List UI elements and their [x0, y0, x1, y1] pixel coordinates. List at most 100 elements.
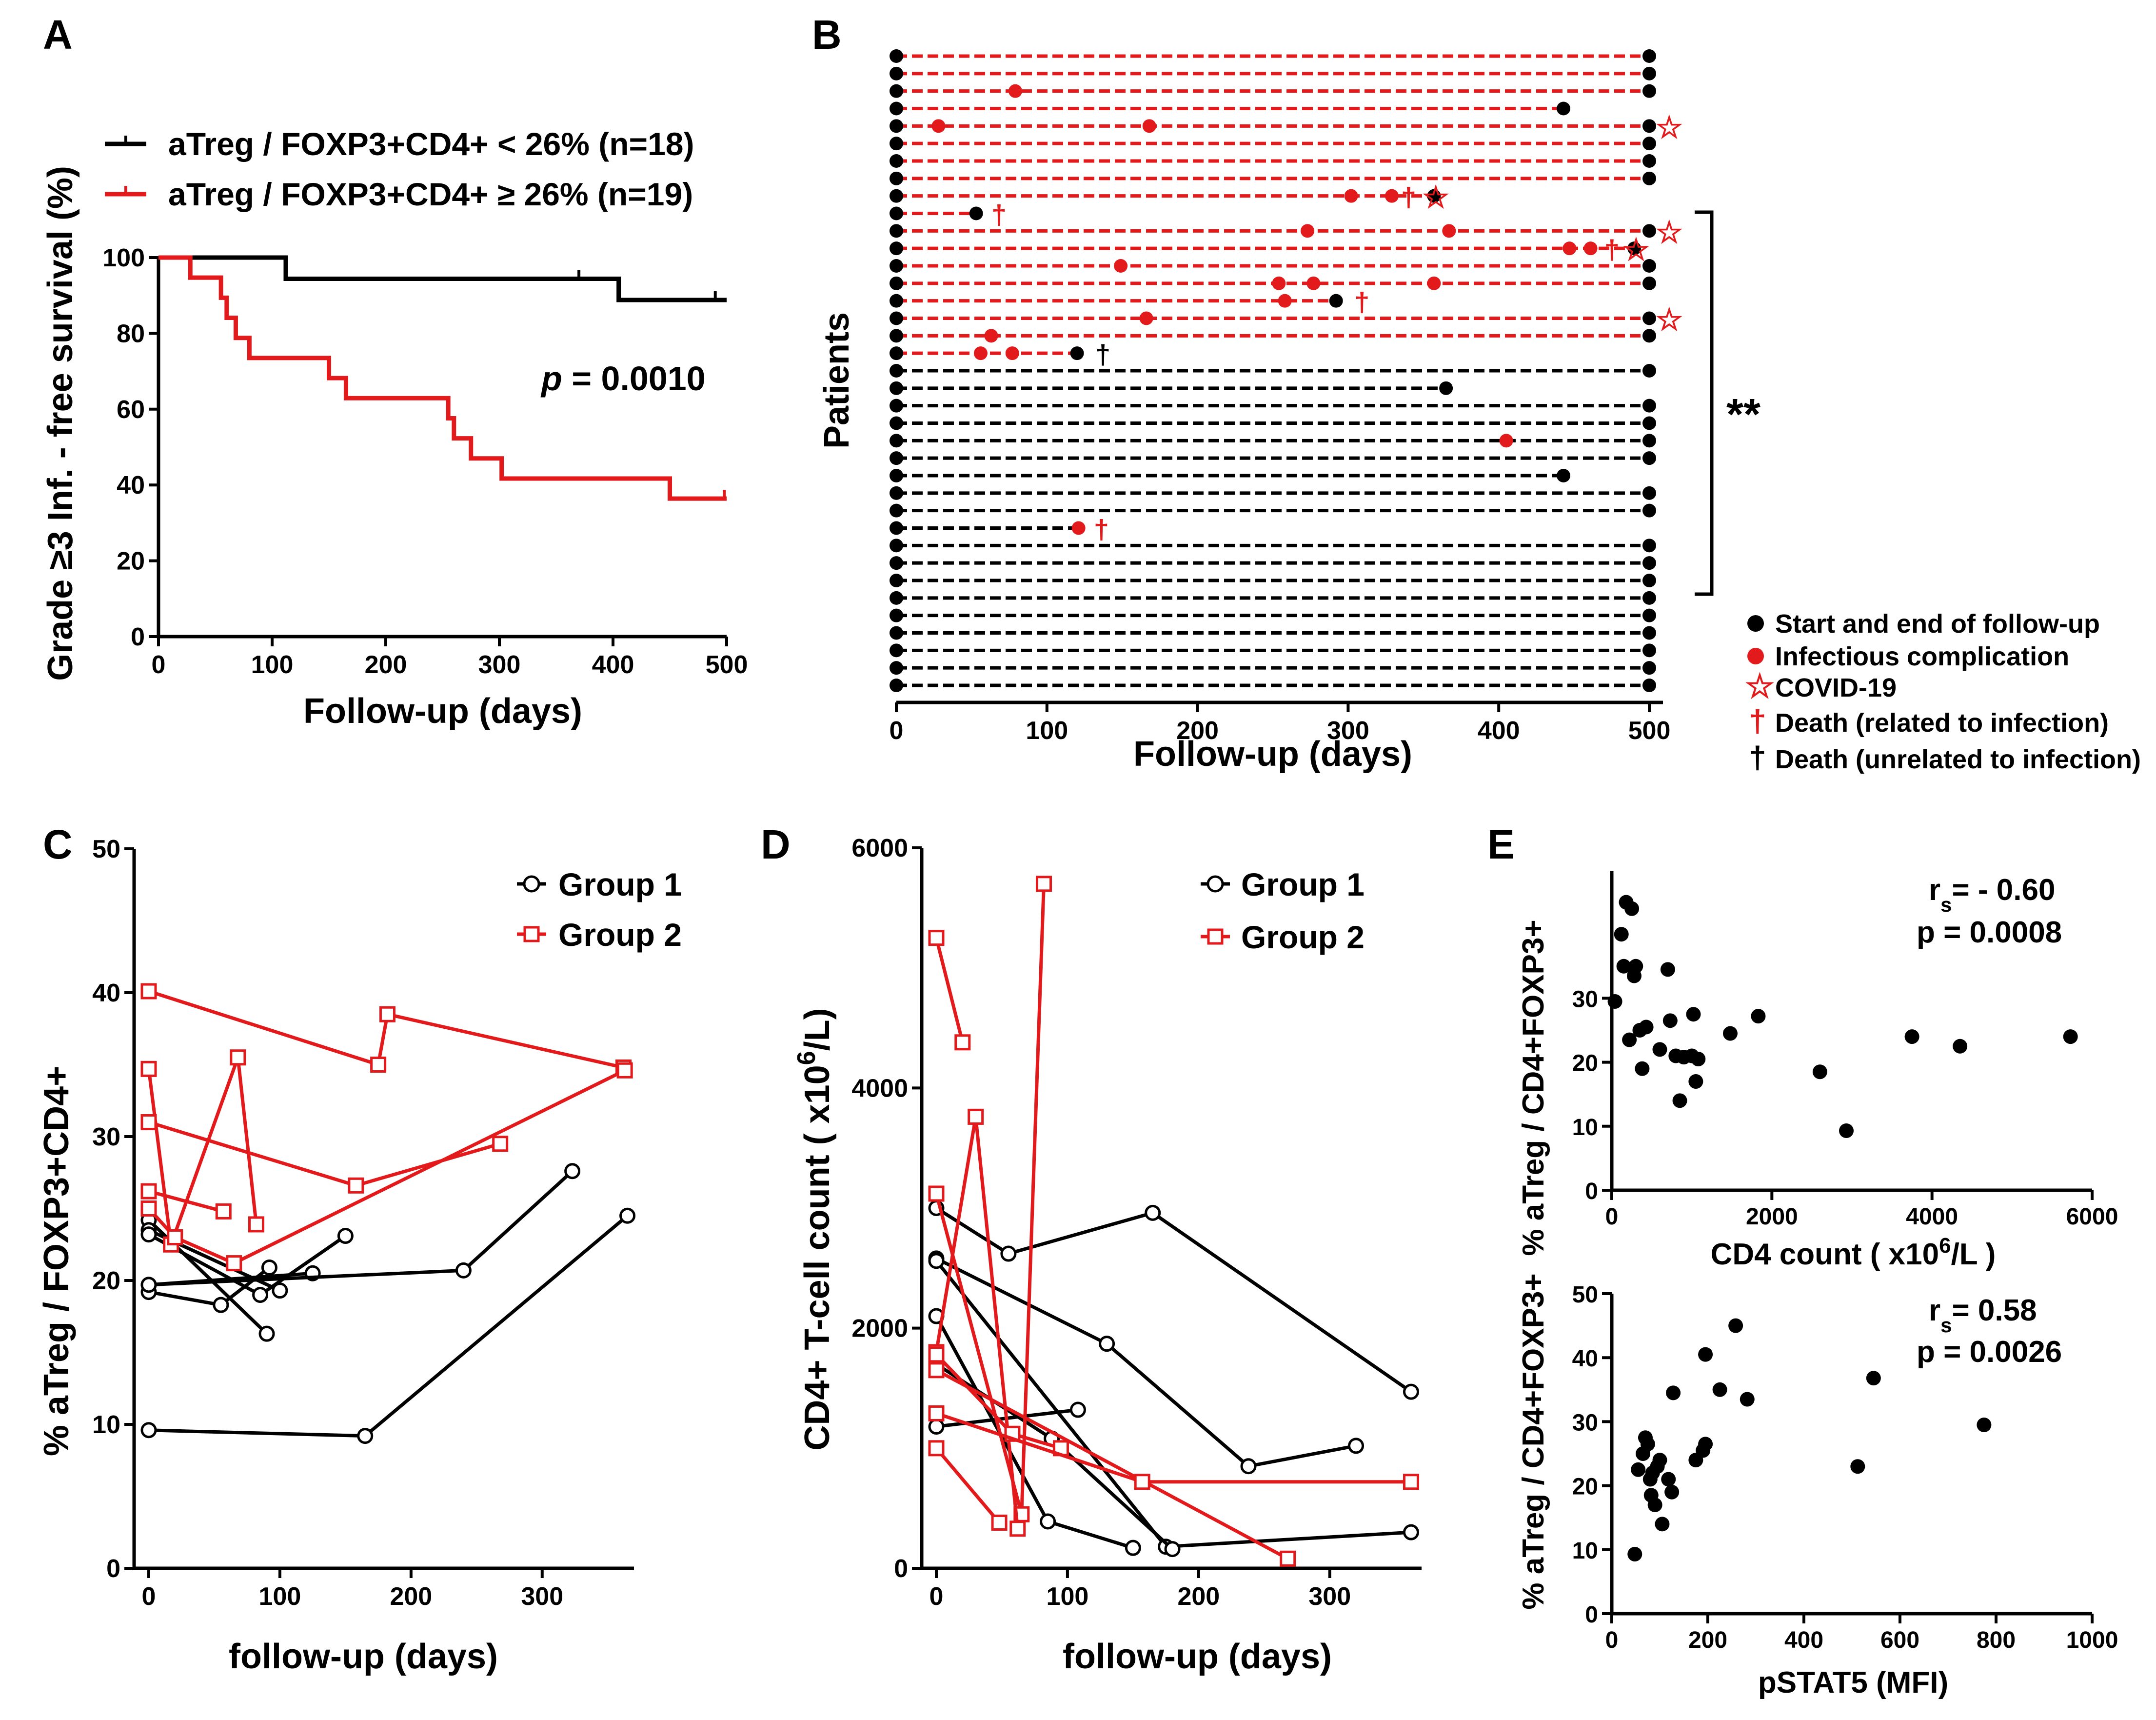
legend-c-marker-group-2 [523, 926, 540, 942]
patient-26-end-marker [1642, 486, 1656, 500]
series-c-11-line [148, 1189, 224, 1213]
series-d-9-line [934, 1116, 1020, 1529]
y-tick-label-d-1: 2000 [851, 1315, 908, 1343]
legend-d-marker-group-2 [1207, 928, 1224, 945]
patient-37-end-marker [1642, 679, 1656, 692]
axes-d [920, 848, 1422, 1570]
patient-19-end-marker [1642, 364, 1656, 378]
scatter-e-top-point-21 [1722, 1026, 1738, 1041]
patient-7-start-marker [890, 154, 903, 168]
rs-e-bottom: rs= 0.58 [1929, 1294, 2037, 1337]
patient-5-end-marker [1642, 119, 1656, 133]
patient-14-infection-2 [1306, 276, 1321, 290]
patient-26-start-marker [890, 486, 903, 500]
series-d-13-point-1 [991, 1514, 1008, 1531]
patient-4-start-marker [890, 101, 903, 116]
series-c-1-point-0 [140, 1422, 157, 1439]
legend-d-marker-group-1 [1207, 875, 1224, 893]
y-tick-label-d-0: 0 [894, 1555, 908, 1583]
series-c-12-point-2 [226, 1255, 242, 1272]
patient-11-covid: ☆ [1656, 216, 1683, 249]
series-c-1-point-2 [619, 1207, 636, 1224]
patient-5-infection-2 [1142, 119, 1156, 133]
ylabel-e-bottom: % aTreg / CD4+FOXP3+ [1517, 1273, 1550, 1609]
series-c-3-point-1 [272, 1282, 288, 1299]
patient-9-end-marker [1427, 189, 1441, 203]
series-d-2-point-3 [1348, 1438, 1365, 1454]
patient-15-death-related: † [1354, 287, 1369, 318]
patient-36-end-marker [1642, 661, 1656, 675]
series-d-12-point-0 [928, 1405, 945, 1421]
scatter-e-bottom-point-11 [1655, 1517, 1670, 1532]
scatter-e-bottom-point-23 [1866, 1371, 1881, 1386]
scatter-e-bottom-point-14 [1666, 1385, 1681, 1400]
series-d-7-line [934, 937, 965, 1043]
patient-32-end-marker [1642, 591, 1656, 605]
legend-c: Group 1 Group 2 [517, 866, 682, 953]
scatter-e-top-point-22 [1751, 1009, 1766, 1024]
legend-b-infection-marker [1747, 648, 1764, 664]
series-d-8-point-2 [1036, 876, 1052, 892]
legend-b-death-related-icon: † [1749, 703, 1766, 739]
y-tick-label-e-bottom-4: 40 [1572, 1346, 1598, 1372]
ylabel-a: Grade ≥3 Inf. - free survival (%) [41, 166, 80, 681]
x-tick-label-b-5: 500 [1628, 717, 1671, 745]
patient-19-start-marker [890, 364, 903, 378]
series-d-12-point-1 [1134, 1474, 1150, 1490]
x-tick-label-b-1: 100 [1026, 717, 1068, 745]
series-c-10-point-2 [492, 1136, 509, 1152]
patient-11-start-marker [890, 224, 903, 238]
scatter-e-top-point-5 [1624, 901, 1640, 916]
series-c-10-line [148, 1120, 501, 1187]
axes-a [157, 258, 727, 639]
patient-24-start-marker [890, 451, 903, 465]
pvalue-e-bottom: p = 0.0026 [1917, 1335, 2062, 1369]
series-c-10-point-1 [348, 1177, 364, 1194]
scatter-e-bottom-point-1 [1631, 1462, 1646, 1477]
patient-14-infection-1 [1272, 276, 1286, 290]
series-c-10-point-0 [140, 1114, 157, 1130]
y-tick-label-c-2: 20 [92, 1267, 120, 1295]
x-tick-label-b-4: 400 [1478, 717, 1520, 745]
patient-24-end-marker [1642, 451, 1656, 465]
scatter-e-bottom-point-20 [1728, 1318, 1743, 1333]
panel-e-pstat5-scatter: % aTreg / CD4+FOXP3+ pSTAT5 (MFI) rs= 0.… [1517, 1273, 2118, 1700]
x-tick-label-a-5: 500 [706, 651, 748, 679]
patient-1-start-marker [890, 49, 903, 63]
x-tick-label-e-bottom-2: 400 [1784, 1627, 1823, 1653]
legend-d-label-group-2: Group 2 [1241, 919, 1365, 955]
panel-b-swimmer-plot: Patients Follow-up (days) ** Start and e… [817, 49, 2141, 775]
patient-4-end-marker [1556, 101, 1570, 116]
scatter-e-bottom-point-10 [1652, 1453, 1667, 1468]
patient-5-infection-1 [931, 119, 946, 133]
series-d-5-point-2 [1164, 1541, 1181, 1558]
y-tick-label-a-2: 40 [117, 471, 145, 500]
patient-23-infection-1 [1499, 434, 1513, 448]
series-d-2-point-1 [1099, 1336, 1115, 1352]
series-d-6-point-0 [928, 1419, 945, 1435]
series-c-4-point-2 [261, 1259, 277, 1276]
series-c-11-point-0 [140, 1183, 157, 1200]
panel-c-atreg-over-time: % aTreg / FOXP3+CD4+ follow-up (days) Gr… [37, 835, 682, 1676]
series-c-7-point-2 [337, 1228, 354, 1244]
series-c-4-point-1 [213, 1297, 229, 1313]
x-tick-label-d-3: 300 [1308, 1582, 1351, 1611]
scatter-e-top-point-7 [1628, 959, 1643, 974]
x-tick-label-b-2: 200 [1176, 717, 1219, 745]
x-tick-label-d-0: 0 [930, 1582, 944, 1611]
legend-b: Start and end of follow-up Infectious co… [1745, 609, 2141, 775]
x-tick-label-d-1: 100 [1047, 1582, 1089, 1611]
patient-9-death-related: † [1401, 182, 1416, 213]
x-tick-label-e-top-0: 0 [1605, 1204, 1619, 1230]
x-tick-label-a-1: 100 [251, 651, 294, 679]
legend-b-death-unrelated-icon: † [1749, 740, 1766, 775]
patient-25-start-marker [890, 469, 903, 482]
scatter-e-top-point-20 [1691, 1052, 1706, 1067]
legend-c-label-group-2: Group 2 [558, 917, 682, 953]
km-curve-2 [158, 255, 727, 501]
legend-b-start-end-label: Start and end of follow-up [1775, 609, 2100, 639]
y-tick-label-e-bottom-5: 50 [1572, 1282, 1598, 1308]
scatter-e-top-point-13 [1662, 1013, 1678, 1028]
panel-label-c: C [43, 821, 73, 867]
legend-b-death-related-label: Death (related to infection) [1775, 708, 2109, 738]
